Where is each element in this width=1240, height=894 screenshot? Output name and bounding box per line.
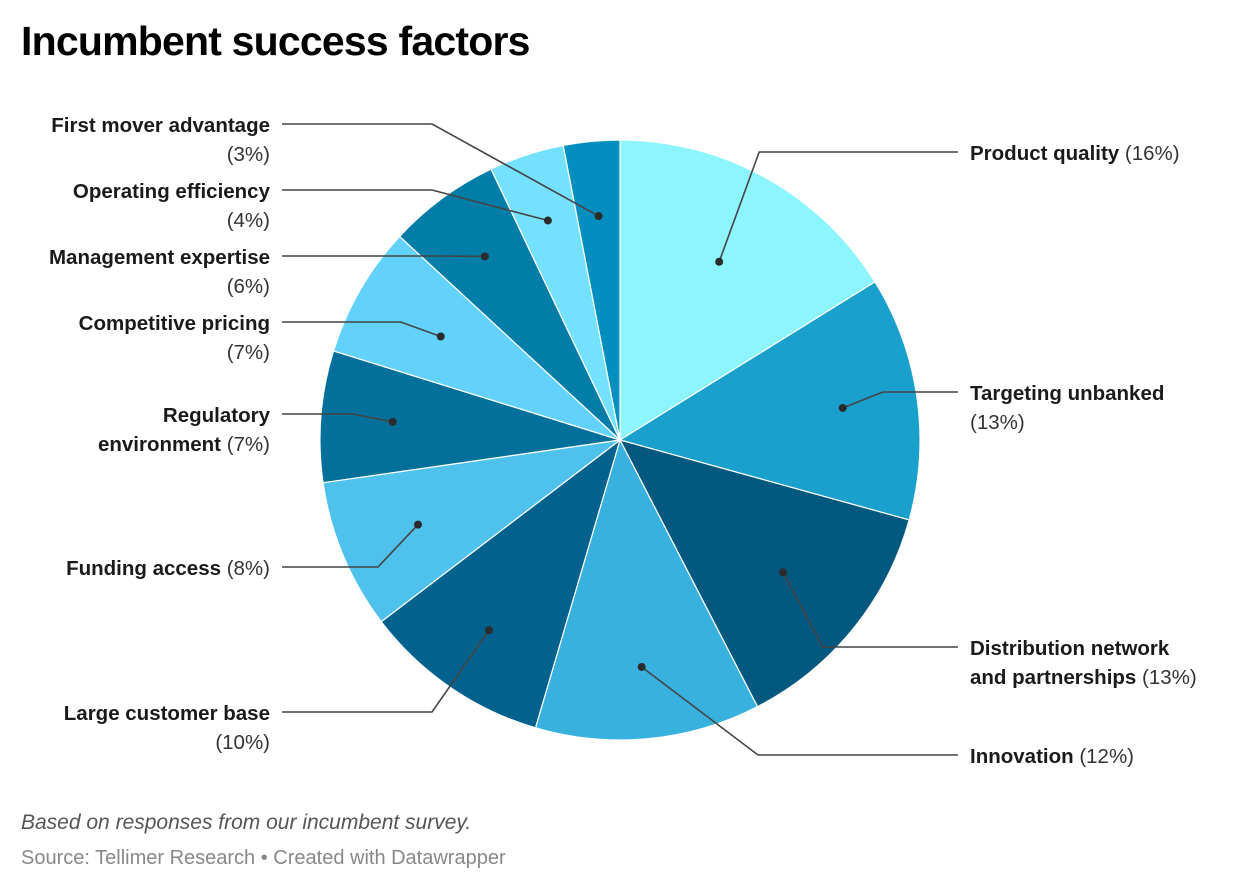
slice-label-regulatory-environment: Regulatory environment (7%) (98, 404, 271, 456)
leader-dot-regulatory-environment (388, 417, 397, 426)
leader-dot-innovation (637, 662, 646, 671)
leader-line-targeting-unbanked (842, 391, 958, 409)
leader-line-funding-access (282, 524, 419, 568)
slice-label-innovation: Innovation (12%) (970, 745, 1134, 768)
leader-dot-management-expertise (480, 252, 489, 261)
leader-dot-competitive-pricing (436, 332, 445, 341)
leader-dot-distribution-network-and-partnerships (778, 568, 787, 577)
pie-slice-innovation (534, 438, 759, 741)
leader-dot-funding-access (414, 520, 423, 529)
slice-label-operating-efficiency: Operating efficiency (4%) (73, 180, 271, 232)
leader-line-innovation (641, 666, 958, 756)
leader-line-large-customer-base (282, 629, 490, 713)
pie-slice-product-quality (619, 139, 876, 442)
chart-note: Based on responses from our incumbent su… (21, 811, 472, 834)
leader-dot-large-customer-base (485, 626, 494, 635)
leader-line-competitive-pricing (282, 321, 442, 338)
chart-title: Incumbent success factors (21, 18, 530, 64)
slice-label-management-expertise: Management expertise (6%) (49, 246, 270, 298)
leader-dot-targeting-unbanked (838, 403, 847, 412)
slice-label-targeting-unbanked: Targeting unbanked (13%) (970, 382, 1164, 434)
pie-slice-competitive-pricing (332, 235, 621, 441)
leader-lines (282, 123, 958, 756)
slice-label-distribution-network-and-partnerships: Distribution network and partnerships (13… (970, 637, 1197, 689)
pie-slice-distribution-network-and-partnerships (618, 439, 910, 708)
leader-dot-product-quality (715, 257, 724, 266)
slice-label-competitive-pricing: Competitive pricing (7%) (79, 312, 270, 364)
pie-slice-funding-access (322, 439, 623, 623)
pie-slice-regulatory-environment (319, 350, 621, 484)
pie-slice-first-mover-advantage (562, 139, 621, 441)
slice-label-funding-access: Funding access (8%) (66, 557, 270, 580)
chart-source: Source: Tellimer Research • Created with… (21, 847, 506, 869)
leader-line-distribution-network-and-partnerships (782, 572, 958, 648)
leader-line-regulatory-environment (282, 413, 393, 423)
leader-line-product-quality (718, 151, 958, 263)
slice-labels: Product quality (16%) Targeting unbanked(… (49, 114, 1197, 768)
pie-slices (319, 139, 921, 741)
leader-dot-first-mover-advantage (594, 212, 603, 221)
leader-line-first-mover-advantage (282, 123, 599, 217)
slice-label-product-quality: Product quality (16%) (970, 142, 1180, 165)
slice-label-large-customer-base: Large customer base (10%) (64, 702, 270, 754)
slice-label-first-mover-advantage: First mover advantage (3%) (51, 114, 270, 166)
leader-dot-operating-efficiency (543, 216, 552, 225)
leader-line-operating-efficiency (282, 189, 549, 222)
